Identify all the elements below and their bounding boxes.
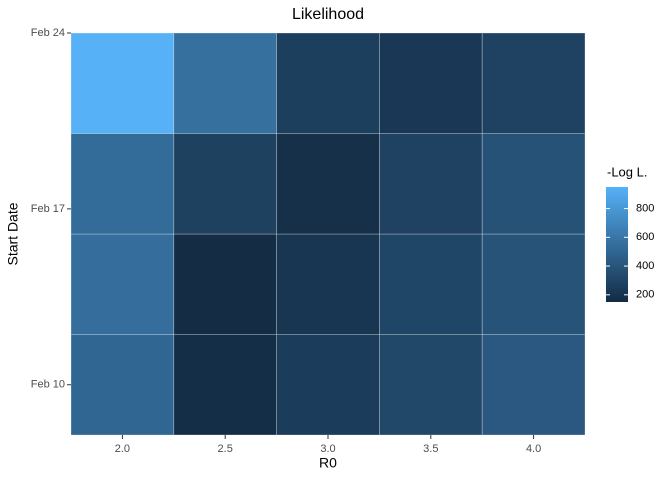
tile [70,133,175,235]
tile [276,32,380,134]
tile [173,32,277,134]
tile [276,233,380,335]
colorbar-label: 600 [636,231,654,243]
colorbar-label: 200 [636,289,654,301]
x-tick-label: 2.0 [115,443,130,455]
y-tick-label: Feb 24 [31,27,65,39]
tile [276,334,380,436]
x-tick-label: 2.5 [218,443,233,455]
legend-title: -Log L. [607,164,647,179]
tile [70,233,175,335]
x-tick-label: 3.5 [423,443,438,455]
x-tick-label: 3.0 [320,443,335,455]
x-tick-label: 4.0 [526,443,541,455]
tile [70,334,175,436]
tile [481,233,586,335]
tile [173,133,277,235]
x-axis-title: R0 [319,455,337,471]
tile [173,233,277,335]
y-tick-label: Feb 10 [31,379,65,391]
tile [276,133,380,235]
tile [379,233,483,335]
tile [379,133,483,235]
tile [481,133,586,235]
tile [481,32,586,134]
tile [173,334,277,436]
colorbar [606,187,628,302]
tile [481,334,586,436]
y-axis-title: Start Date [5,202,21,265]
tile [70,32,175,134]
tile [379,334,483,436]
y-tick-label: Feb 17 [31,203,65,215]
chart-title: Likelihood [292,6,364,23]
tile [379,32,483,134]
colorbar-label: 800 [636,202,654,214]
colorbar-label: 400 [636,260,654,272]
